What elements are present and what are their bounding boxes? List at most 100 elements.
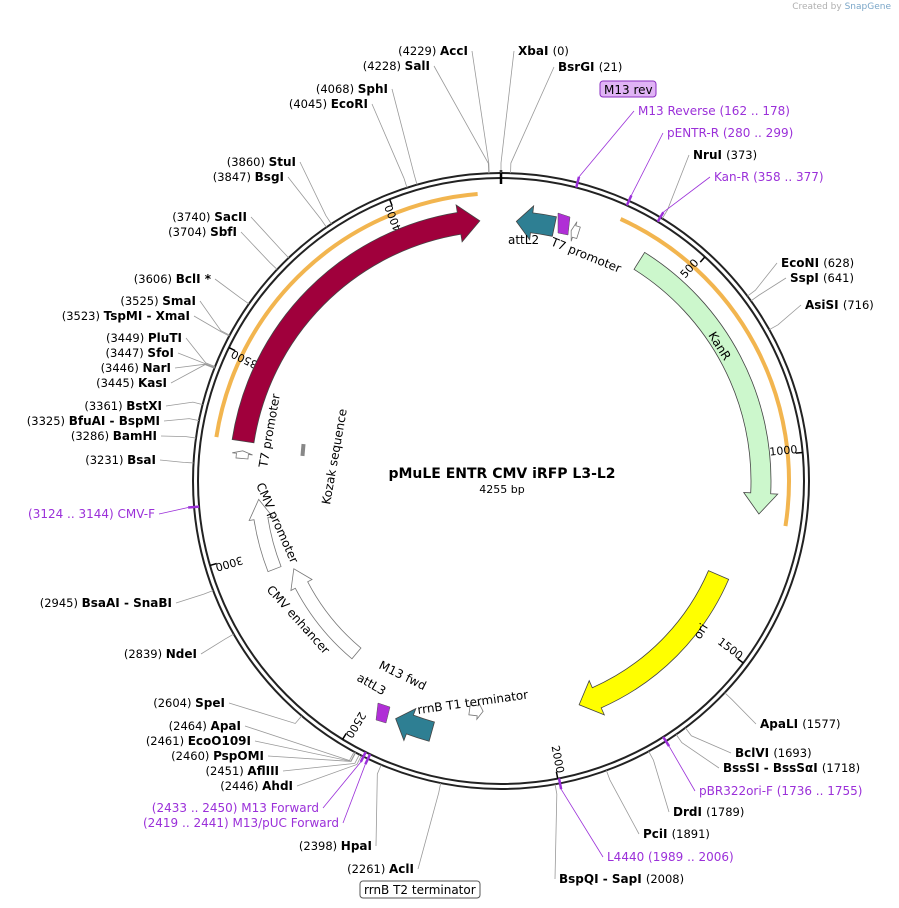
feature-cmvprom: [248, 498, 282, 573]
site-line: [296, 755, 362, 787]
site-label: (3847) BsgI: [213, 170, 284, 184]
site-label: (3606) BclI *: [134, 272, 212, 286]
label-m13-rev: M13 rev: [604, 83, 653, 97]
site-line: [750, 277, 787, 302]
tick-2500: [341, 732, 347, 740]
site-label: DrdI (1789): [673, 805, 744, 819]
site-line: [163, 418, 200, 422]
site-line: [160, 435, 197, 439]
tick-label-1500: 1500: [715, 635, 745, 662]
site-label: BclVI (1693): [735, 746, 812, 760]
label-rrnb-t2: rrnB T2 terminator: [364, 883, 476, 897]
site-line: [185, 337, 216, 367]
site-label: BssSI - BssSαI (1718): [723, 761, 860, 775]
tick-3000: [209, 562, 217, 567]
site-label: (2460) PspOMI: [171, 749, 264, 763]
primer-line: [342, 764, 366, 824]
site-label: BspQI - SapI (2008): [559, 872, 684, 886]
site-label: (3525) SmaI: [120, 294, 196, 308]
site-line: [417, 782, 442, 870]
feature-irfp: [231, 204, 481, 444]
primer-line: [578, 110, 635, 178]
site-label: XbaI (0): [518, 44, 569, 58]
site-label: (4229) AccI: [398, 44, 468, 58]
site-line: [193, 315, 230, 337]
site-line: [648, 751, 670, 813]
site-label: (2604) SpeI: [153, 696, 225, 710]
primer-label: (2433 .. 2450) M13 Forward: [152, 801, 319, 815]
tick-4000: [388, 198, 393, 207]
site-line: [606, 770, 640, 835]
site-line: [240, 231, 278, 270]
label-attl3: attL3: [355, 670, 389, 698]
site-line: [214, 278, 250, 305]
site-line: [724, 692, 757, 725]
tick-500: [699, 256, 706, 263]
kozak-marker: [300, 443, 306, 457]
site-line: [267, 752, 357, 762]
site-line: [282, 754, 360, 772]
site-line: [299, 161, 332, 225]
snapgene-brand: SnapGene: [844, 2, 891, 12]
site-line: [228, 702, 303, 724]
site-label: (3361) BstXI: [84, 399, 162, 413]
site-line: [287, 176, 327, 228]
site-label: (3523) TspMI - XmaI: [62, 309, 190, 323]
site-line: [174, 363, 215, 369]
site-line: [685, 727, 732, 754]
feature-attl2: [515, 204, 557, 241]
primer-mark: [557, 778, 563, 790]
label-irfp713: iRFP713: [396, 287, 430, 337]
site-line: [250, 216, 289, 259]
tick-1500: [737, 658, 744, 664]
site-label: (2261) AclI: [347, 862, 414, 876]
site-label: SspI (641): [790, 271, 854, 285]
site-label: (3740) SacII: [172, 210, 247, 224]
primer-mark: [656, 211, 665, 223]
site-line: [200, 633, 234, 655]
primer-label: L4440 (1989 .. 2006): [607, 850, 734, 864]
site-label: PciI (1891): [643, 827, 710, 841]
tick-2000: [555, 771, 559, 779]
primer-line: [560, 788, 604, 858]
site-label: (3446) NarI: [101, 361, 171, 375]
plasmid-title: pMuLE ENTR CMV iRFP L3-L2: [388, 466, 615, 482]
feature-attl3: [395, 707, 435, 742]
feature-rrnbt1: [468, 700, 484, 721]
site-label: (4228) SalI: [363, 59, 430, 73]
site-leader-lines: [159, 50, 802, 880]
site-line: [471, 50, 490, 174]
label-attl2: attL2: [508, 233, 539, 247]
label-t7-promoter-top: T7 promoter: [548, 234, 623, 275]
primer-label: pBR322ori-F (1736 .. 1755): [699, 784, 862, 798]
tick-3500: [228, 346, 236, 352]
label-kozak: Kozak sequence: [319, 408, 350, 506]
site-line: [510, 66, 555, 174]
m13-rev-box: [599, 80, 657, 98]
site-line: [675, 734, 720, 769]
site-label: (3286) BamHI: [71, 429, 157, 443]
primer-label: (3124 .. 3144) CMV-F: [28, 507, 155, 521]
site-line: [199, 300, 230, 336]
highlight-arc-irfp: [214, 191, 478, 438]
site-label: (3445) KasI: [96, 376, 167, 390]
tick-label-500: 500: [678, 256, 702, 280]
primer-label: (2419 .. 2441) M13/pUC Forward: [143, 816, 339, 830]
primer-label: pENTR-R (280 .. 299): [667, 126, 793, 140]
m13-rev-marker: [557, 212, 571, 236]
site-line: [177, 352, 215, 368]
credit-prefix: Created by: [792, 2, 842, 12]
primer-label: Kan-R (358 .. 377): [714, 170, 824, 184]
primer-mark: [188, 505, 200, 509]
m13-fwd-marker: [375, 702, 391, 724]
site-line: [159, 459, 194, 464]
snapgene-credit: Created by SnapGene: [792, 2, 891, 12]
primer-mark: [625, 194, 633, 206]
site-line: [661, 154, 690, 219]
site-label: (3704) SbfI: [168, 225, 237, 239]
feature-arrows: [231, 204, 779, 742]
site-line: [769, 304, 802, 331]
primer-line: [322, 761, 362, 809]
feature-kanr: [633, 251, 779, 515]
site-line: [371, 103, 408, 188]
